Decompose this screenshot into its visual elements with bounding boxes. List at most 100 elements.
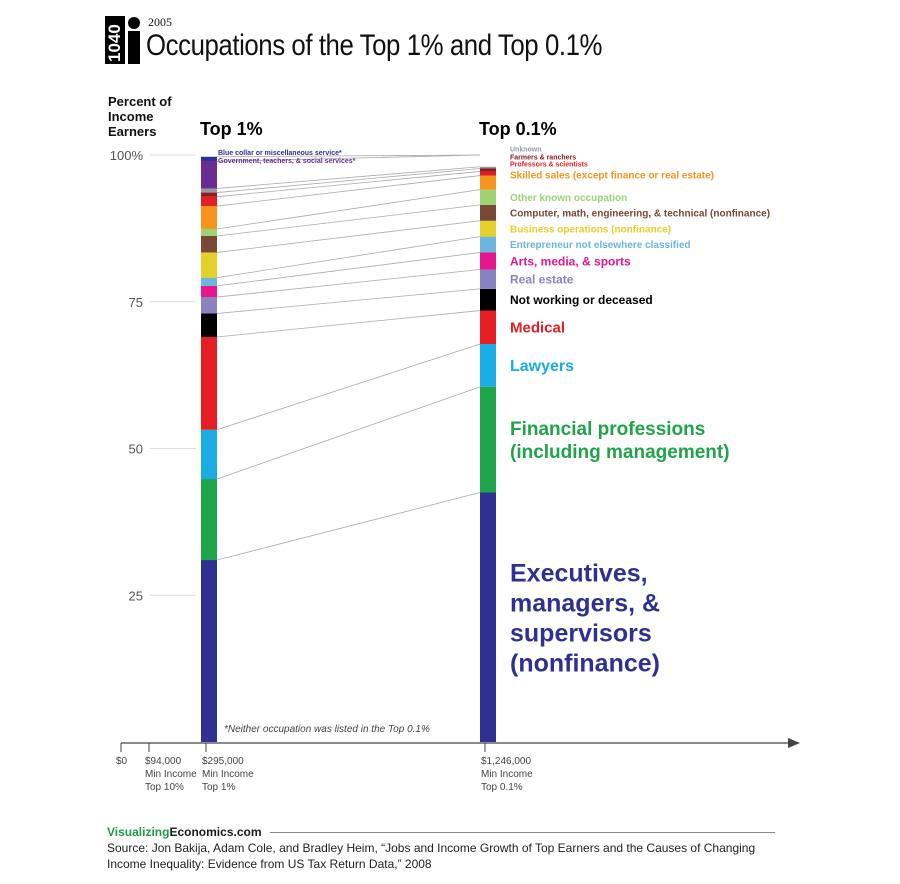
connector-line [216, 269, 481, 298]
x-tick-label: $94,000 [145, 756, 182, 767]
x-tick-label: Top 10% [145, 782, 184, 793]
connector-line [216, 386, 481, 480]
category-label: Farmers & ranchers [510, 155, 576, 162]
connector-line [216, 175, 481, 207]
top1-segment [201, 228, 217, 237]
y-tick-label: 75 [129, 295, 143, 310]
top1-segment [201, 156, 217, 162]
top01-segment [480, 166, 496, 169]
y-axis-label-line: Percent of [108, 94, 172, 109]
top01-segment [480, 344, 496, 387]
chart-year: 2005 [148, 15, 172, 29]
top1-segment [201, 277, 217, 286]
source-citation: Source: Jon Bakija, Adam Cole, and Bradl… [107, 841, 756, 871]
top1-segment [201, 285, 217, 298]
connector-line [216, 220, 481, 253]
category-label: Government, teachers, & social services* [218, 158, 356, 165]
connector-line [216, 168, 481, 193]
category-label: Business operations (nonfinance) [510, 224, 671, 235]
top1-segment [201, 560, 217, 742]
x-tick-label: Min Income [481, 769, 533, 780]
y-tick-label: 50 [129, 442, 143, 457]
connector-line [216, 154, 481, 158]
category-label: Real estate [510, 272, 574, 286]
person-head-icon [128, 17, 140, 29]
connector-line [216, 204, 481, 237]
x-tick-label: $295,000 [202, 756, 244, 767]
top01-segment [480, 310, 496, 345]
x-tick-label: Top 1% [202, 782, 235, 793]
top1-segment [201, 479, 217, 561]
brand-part-1: Visualizing [107, 825, 170, 839]
connector-line [216, 236, 481, 279]
connector-line [216, 166, 481, 189]
y-tick-label: 100% [110, 148, 144, 163]
x-tick-label: Min Income [202, 769, 254, 780]
column-header-top01: Top 0.1% [479, 119, 557, 139]
top1-segment [201, 206, 217, 229]
top1-segment [201, 161, 217, 189]
category-label: Other known occupation [510, 193, 627, 204]
x-tick-label: $1,246,000 [481, 756, 531, 767]
category-label: Professors & scientists [510, 162, 588, 169]
category-label: Blue collar or miscellaneous service* [218, 150, 342, 157]
category-label: supervisors [510, 619, 652, 647]
top01-segment [480, 171, 496, 176]
category-label: Unknown [510, 147, 542, 154]
category-label: Entrepreneur not elsewhere classified [510, 240, 691, 251]
x-axis-arrow-icon [788, 738, 800, 748]
top1-segment [201, 429, 217, 480]
y-axis-label: Percent of Income Earners [108, 94, 172, 139]
x-tick-label: Min Income [145, 769, 197, 780]
connector-line [216, 288, 481, 314]
category-label: Financial professions [510, 419, 705, 440]
column-header-top1: Top 1% [200, 119, 263, 139]
category-label: (nonfinance) [510, 649, 660, 677]
connector-line [216, 154, 481, 162]
connector-line [216, 343, 481, 431]
connector-line [216, 492, 481, 561]
category-label: Not working or deceased [510, 293, 653, 307]
1040-logo: 1040 [105, 16, 140, 64]
category-label: Lawyers [510, 358, 574, 375]
top1-segment [201, 336, 217, 430]
top01-segment [480, 189, 496, 205]
category-label: (including management) [510, 442, 730, 463]
logo-text: 1040 [105, 24, 124, 62]
top01-segment [480, 236, 496, 253]
top1-segment [201, 236, 217, 253]
top01-segment [480, 269, 496, 289]
y-axis-label-line: Income [108, 109, 154, 124]
top01-segment [480, 175, 496, 190]
connector-line [216, 189, 481, 230]
connector-line [216, 171, 481, 198]
top01-segment [480, 492, 496, 742]
x-tick-label: Top 0.1% [481, 782, 523, 793]
top1-segment [201, 196, 217, 207]
top01-segment [480, 220, 496, 237]
connector-line [216, 252, 481, 287]
category-label: Executives, [510, 559, 648, 587]
person-body-icon [128, 31, 140, 64]
brand-part-2: Economics.com [169, 825, 262, 839]
y-axis-label-line: Earners [108, 124, 157, 139]
top1-segment [201, 297, 217, 314]
connector-line [216, 310, 481, 338]
brand: VisualizingEconomics.com [107, 825, 262, 839]
footnote: *Neither occupation was listed in the To… [224, 724, 430, 735]
category-label: Arts, media, & sports [510, 254, 631, 268]
category-label: managers, & [510, 589, 660, 617]
category-label: Medical [510, 320, 565, 337]
footer-divider [270, 832, 775, 833]
top1-segment [201, 252, 217, 278]
category-label: Skilled sales (except finance or real es… [510, 171, 714, 182]
top1-segment [201, 313, 217, 337]
top1-segment [201, 188, 217, 193]
x-tick-label: $0 [116, 756, 128, 767]
chart-title: Occupations of the Top 1% and Top 0.1% [146, 29, 603, 62]
top01-segment [480, 252, 496, 270]
y-tick-label: 25 [129, 588, 143, 603]
top01-segment [480, 386, 496, 493]
category-label: Computer, math, engineering, & technical… [510, 208, 770, 219]
